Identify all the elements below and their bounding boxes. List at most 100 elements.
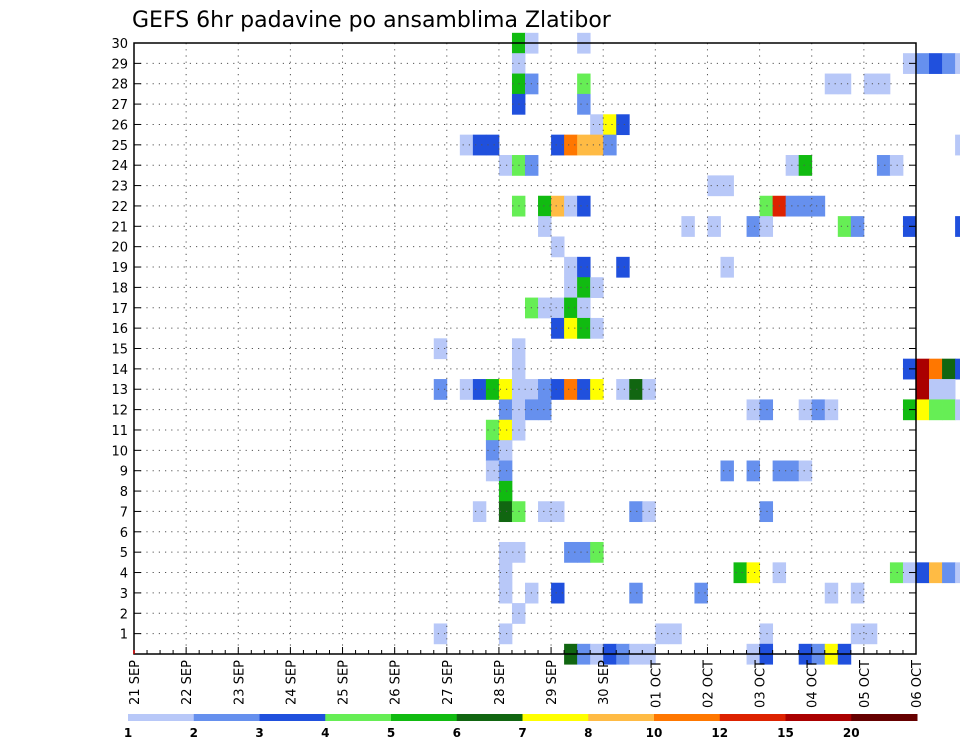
colorbar-segment xyxy=(851,714,918,721)
colorbar-label: 2 xyxy=(190,726,198,740)
y-tick-label: 22 xyxy=(111,200,128,215)
y-tick-label: 12 xyxy=(111,404,128,419)
data-cell xyxy=(538,297,552,319)
data-cell xyxy=(955,562,960,584)
y-tick-label: 4 xyxy=(120,567,128,582)
data-cell xyxy=(720,175,734,197)
colorbar-label: 15 xyxy=(777,726,794,740)
data-cell xyxy=(459,134,474,156)
data-cell xyxy=(746,399,760,421)
y-tick-label: 10 xyxy=(111,444,128,459)
colorbar-segment xyxy=(325,714,392,721)
colorbar-label: 20 xyxy=(843,726,860,740)
x-axis: 21 SEP 22 SEP 23 SEP 24 SEP 25 SEP 26 SEP 27 S… xyxy=(128,647,925,708)
data-cell xyxy=(746,562,760,584)
y-tick-label: 29 xyxy=(111,57,128,72)
data-cell xyxy=(824,582,839,604)
x-tick-label: 05 OCT xyxy=(858,660,873,708)
data-cell xyxy=(538,501,552,523)
data-cell xyxy=(759,216,774,237)
data-cell xyxy=(551,379,565,400)
data-cell xyxy=(538,195,552,217)
y-tick-label: 13 xyxy=(111,383,128,398)
data-cell xyxy=(564,277,578,298)
data-cell xyxy=(590,277,604,298)
data-cell xyxy=(759,501,774,523)
data-cell xyxy=(850,623,865,645)
data-cell xyxy=(590,114,604,136)
y-tick-label: 3 xyxy=(120,587,128,602)
data-cell xyxy=(629,501,643,523)
data-cell xyxy=(498,623,513,645)
colorbar-label: 10 xyxy=(646,726,663,740)
data-cell xyxy=(929,358,943,380)
data-cell xyxy=(577,379,591,400)
data-cell xyxy=(824,399,839,421)
colorbar-segment xyxy=(128,714,195,721)
data-cell xyxy=(498,440,513,461)
data-cell xyxy=(929,399,943,421)
y-tick-label: 23 xyxy=(111,180,128,195)
data-cell xyxy=(564,317,578,339)
data-cell xyxy=(811,195,826,217)
x-tick-label: 21 SEP xyxy=(128,660,143,705)
data-cell xyxy=(590,541,604,563)
data-cell xyxy=(720,256,734,278)
y-tick-label: 11 xyxy=(111,424,128,439)
data-cell xyxy=(616,256,630,278)
data-cell xyxy=(577,297,591,319)
y-tick-label: 17 xyxy=(111,302,128,317)
data-cell xyxy=(472,379,487,400)
y-tick-label: 7 xyxy=(120,505,128,520)
colorbar-segment xyxy=(588,714,655,721)
data-cell xyxy=(498,399,513,421)
colorbar-label: 5 xyxy=(387,726,395,740)
colorbar-label: 8 xyxy=(584,726,592,740)
data-cell xyxy=(485,379,500,400)
data-cell xyxy=(564,379,578,400)
data-cell xyxy=(498,379,513,400)
data-cell xyxy=(551,582,565,604)
x-tick-label: 24 SEP xyxy=(284,660,299,705)
data-cell xyxy=(577,317,591,339)
data-cell xyxy=(759,195,774,217)
data-cell xyxy=(564,541,578,563)
data-cell xyxy=(916,358,930,380)
data-cell xyxy=(538,379,552,400)
data-cell xyxy=(798,195,813,217)
colorbar-label: 4 xyxy=(321,726,329,740)
data-cell xyxy=(603,114,617,136)
x-tick-label: 30 SEP xyxy=(597,660,612,705)
x-tick-label: 27 SEP xyxy=(441,660,456,705)
data-cell xyxy=(590,317,604,339)
data-cell xyxy=(485,134,500,156)
y-tick-label: 16 xyxy=(111,322,128,337)
x-tick-label: 23 SEP xyxy=(232,660,247,705)
data-cell xyxy=(616,379,630,400)
data-cell xyxy=(955,216,960,237)
data-cell xyxy=(433,623,448,645)
data-cell xyxy=(942,562,956,584)
data-cell xyxy=(681,216,695,237)
x-tick-label: 01 OCT xyxy=(649,660,664,708)
data-cell xyxy=(551,317,565,339)
x-tick-label: 03 OCT xyxy=(754,660,769,708)
x-tick-label: 25 SEP xyxy=(337,660,352,705)
colorbar-segment xyxy=(259,714,326,721)
data-cell xyxy=(876,155,891,176)
colorbar-segment xyxy=(719,714,786,721)
data-cell xyxy=(498,419,513,441)
data-cell xyxy=(433,379,448,400)
data-cell xyxy=(564,195,578,217)
x-tick-label: 04 OCT xyxy=(806,660,821,708)
y-tick-label: 19 xyxy=(111,261,128,276)
data-cell xyxy=(916,399,930,421)
data-cell xyxy=(551,501,565,523)
colorbar-segment xyxy=(391,714,458,721)
data-cell xyxy=(551,134,565,156)
data-cell xyxy=(616,114,630,136)
data-cell xyxy=(837,216,852,237)
data-cell xyxy=(472,501,487,523)
data-cell xyxy=(746,460,760,482)
data-cell xyxy=(733,562,747,584)
